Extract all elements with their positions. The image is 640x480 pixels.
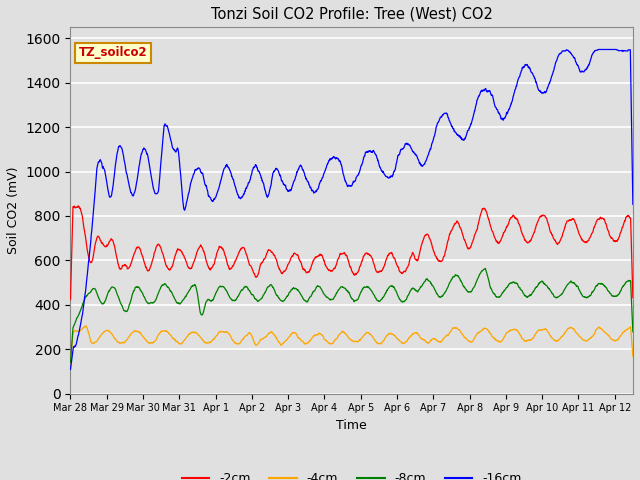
X-axis label: Time: Time (336, 419, 367, 432)
Text: TZ_soilco2: TZ_soilco2 (79, 47, 148, 60)
Y-axis label: Soil CO2 (mV): Soil CO2 (mV) (7, 167, 20, 254)
Title: Tonzi Soil CO2 Profile: Tree (West) CO2: Tonzi Soil CO2 Profile: Tree (West) CO2 (211, 7, 493, 22)
Legend: -2cm, -4cm, -8cm, -16cm: -2cm, -4cm, -8cm, -16cm (177, 467, 527, 480)
